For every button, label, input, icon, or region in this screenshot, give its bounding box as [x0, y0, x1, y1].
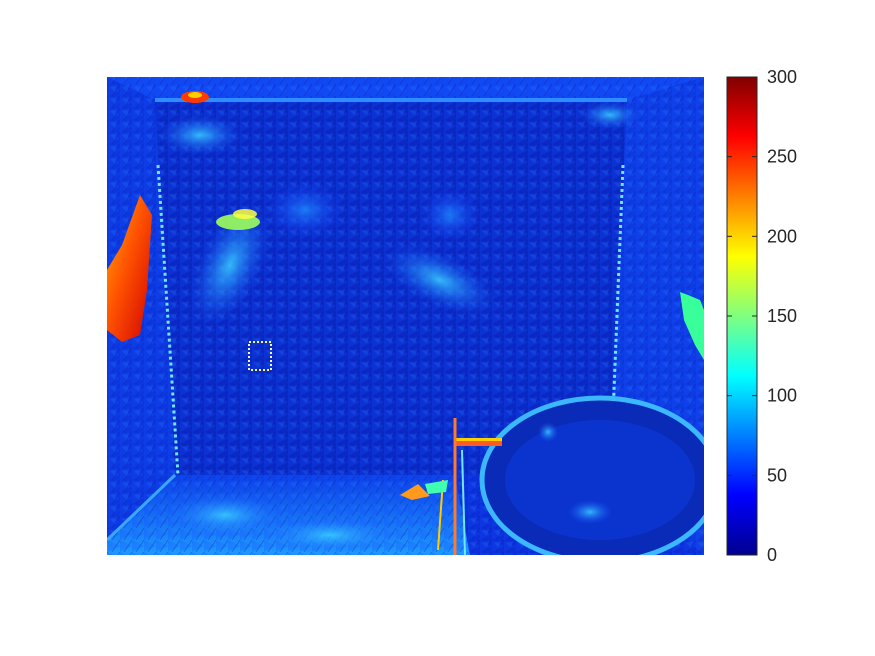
left-edge-hot-region: [107, 195, 152, 342]
heatmap-image: [107, 77, 704, 555]
colorbar-tick-label: 50: [767, 465, 787, 485]
faucet-region: [454, 438, 502, 446]
colorbar-tick-label: 250: [767, 147, 797, 167]
colorbar-tick-label: 0: [767, 545, 777, 565]
colorbar: 0 50 100 150 200 250 300: [726, 67, 797, 565]
colorbar-tick-label: 100: [767, 386, 797, 406]
right-edge-hot-region: [680, 292, 704, 360]
colorbar-tick-label: 300: [767, 67, 797, 87]
colorbar-tick-label: 150: [767, 306, 797, 326]
colorbar-tick-label: 200: [767, 226, 797, 246]
